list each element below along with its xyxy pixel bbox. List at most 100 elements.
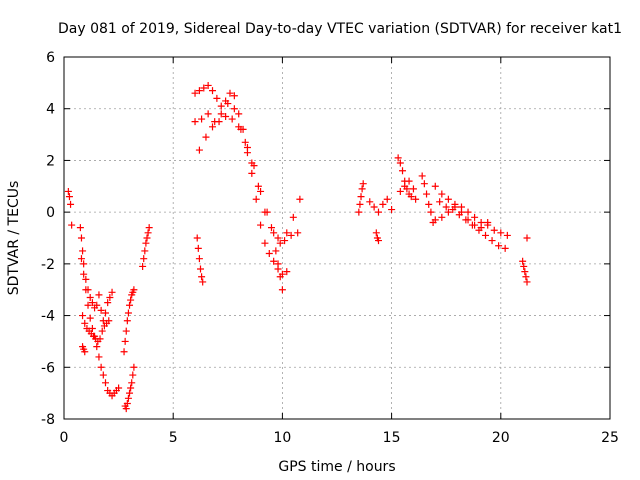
data-point [97,363,105,371]
data-point [200,84,208,92]
y-tick-label: -8 [41,412,55,428]
data-points [64,81,531,413]
data-point [523,234,531,242]
data-point [521,268,529,276]
data-point [129,371,137,379]
data-point [126,301,134,309]
x-tick-label: 5 [169,430,178,446]
data-point [274,234,282,242]
data-point [217,102,225,110]
data-point [438,213,446,221]
data-point [193,234,201,242]
y-tick-label: 2 [46,153,55,169]
y-tick-label: -4 [41,309,55,325]
data-point [122,327,130,335]
plot-frame [63,56,611,420]
data-point [235,123,243,131]
data-point [248,159,256,167]
data-point [104,299,112,307]
data-point [451,203,459,211]
data-point [276,239,284,247]
data-point [145,224,153,232]
data-point [86,293,94,301]
data-point [65,193,73,201]
data-point [228,115,236,123]
y-axis-title: SDTVAR / TECUs [6,181,22,296]
x-axis-title: GPS time / hours [278,459,395,475]
data-point [126,389,134,397]
data-point [287,231,295,239]
x-tick-label: 0 [60,430,69,446]
data-point [93,343,101,351]
data-point [396,159,404,167]
chart-title: Day 081 of 2019, Sidereal Day-to-day VTE… [58,21,622,37]
data-point [95,353,103,361]
data-point [370,203,378,211]
data-point [488,237,496,245]
data-point [265,250,273,258]
data-point [204,81,212,89]
data-point [520,262,528,270]
data-point [130,363,138,371]
data-point [95,291,103,299]
data-point [80,270,88,278]
data-point [401,182,409,190]
data-point [294,229,302,237]
data-point [409,185,417,193]
data-point [123,317,131,325]
data-point [523,278,531,286]
data-point [396,187,404,195]
data-point [99,371,107,379]
data-point [79,312,87,320]
data-point [427,208,435,216]
data-point [82,275,90,283]
data-point [81,319,89,327]
x-tick-label: 20 [492,430,510,446]
data-point [199,278,207,286]
data-point [431,216,439,224]
y-tick-label: -2 [41,257,55,273]
data-point [77,255,85,263]
data-point [444,195,452,203]
data-point [120,348,128,356]
data-point [230,92,238,100]
data-point [79,247,87,255]
data-point [124,309,132,317]
data-point [76,224,84,232]
x-tick-label: 15 [383,430,401,446]
data-point [121,337,129,345]
data-point [281,237,289,245]
data-point [464,216,472,224]
data-point [128,379,136,387]
data-point [276,273,284,281]
data-point [270,229,278,237]
data-point [495,242,503,250]
x-tick-label: 25 [601,430,619,446]
data-point [202,133,210,141]
data-point [144,229,152,237]
data-point [270,257,278,265]
data-point [471,221,479,229]
data-point [283,268,291,276]
data-point [195,146,203,154]
data-point [436,198,444,206]
data-point [356,200,364,208]
data-point [241,138,249,146]
data-point [106,293,114,301]
data-point [82,286,90,294]
grid [64,57,610,419]
data-point [197,265,204,273]
data-point [503,231,511,239]
data-point [209,123,217,131]
data-point [283,229,291,237]
data-point [191,118,199,126]
data-point [235,110,243,118]
data-point [217,110,225,118]
data-point [379,200,387,208]
data-point [243,144,251,151]
data-point [93,301,101,309]
data-point [412,195,420,203]
data-point [442,203,450,211]
data-point [143,234,151,242]
